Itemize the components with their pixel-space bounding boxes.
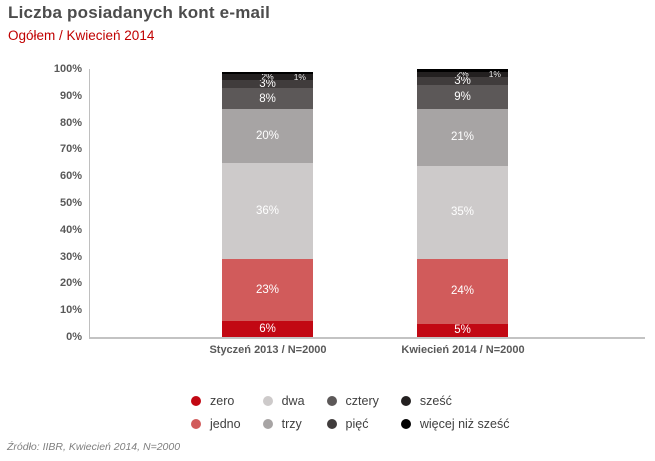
segment-pięć: 3% bbox=[222, 77, 313, 90]
legend-label: dwa bbox=[281, 394, 305, 408]
segment-value-label: 5% bbox=[454, 324, 471, 337]
segment-value-label: 1% bbox=[488, 69, 501, 80]
legend-item-sześć: sześć bbox=[400, 394, 510, 408]
source-note: Źródło: IIBR, Kwiecień 2014, N=2000 bbox=[7, 441, 181, 453]
x-label-kwiecien-2014: Kwiecień 2014 / N=2000 bbox=[401, 344, 525, 356]
segment-value-label: 3% bbox=[259, 77, 276, 90]
segment-trzy: 20% bbox=[222, 109, 313, 163]
segment-value-label: 20% bbox=[255, 130, 280, 143]
legend-label: pięć bbox=[345, 417, 369, 431]
segment-value-label: 2% bbox=[456, 68, 469, 79]
bar-kwiecien-2014: 5% 24% 35% 21% 9% 3% 2% 1% bbox=[417, 69, 508, 337]
segment-pięć: 3% bbox=[417, 75, 508, 88]
legend-marker-icon bbox=[191, 419, 201, 429]
legend-marker-icon bbox=[400, 419, 411, 429]
x-label-styczen-2013: Styczeń 2013 / N=2000 bbox=[209, 344, 327, 356]
legend-item-dwa: dwa bbox=[262, 394, 305, 408]
segment-value-label: 1% bbox=[293, 71, 306, 82]
legend-marker-icon bbox=[262, 396, 273, 406]
y-tick-label: 90% bbox=[59, 89, 82, 102]
bar-styczen-2013: 6% 23% 36% 20% 8% 3% 2% 1% bbox=[222, 69, 313, 337]
segment-zero: 6% bbox=[222, 320, 313, 337]
legend-item-cztery: cztery bbox=[326, 394, 379, 408]
segment-value-label: 35% bbox=[450, 206, 475, 219]
chart-subtitle: Ogółem / Kwiecień 2014 bbox=[8, 28, 155, 43]
legend-item-pięć: pięć bbox=[326, 417, 379, 431]
legend-label: sześć bbox=[419, 394, 452, 408]
legend-marker-icon bbox=[400, 396, 411, 406]
legend-label: trzy bbox=[281, 417, 302, 431]
y-tick-label: 60% bbox=[59, 170, 82, 183]
legend-label: jedno bbox=[210, 417, 241, 431]
legend-item-trzy: trzy bbox=[262, 417, 305, 431]
y-tick-label: 80% bbox=[59, 116, 82, 129]
legend-label: zero bbox=[210, 394, 235, 408]
segment-cztery: 9% bbox=[417, 85, 508, 110]
y-tick-label: 100% bbox=[53, 63, 82, 75]
legend: zero jedno dwa trzy cztery pięć sześć więcej ni… bbox=[191, 393, 510, 432]
y-tick-label: 30% bbox=[59, 250, 82, 263]
segment-zero: 5% bbox=[417, 323, 508, 337]
legend-item-zero: zero bbox=[191, 394, 241, 408]
segment-value-label: 23% bbox=[255, 284, 280, 297]
y-tick-label: 10% bbox=[59, 304, 82, 317]
legend-label: cztery bbox=[345, 394, 379, 408]
legend-item-jedno: jedno bbox=[191, 417, 241, 431]
legend-label: więcej niż sześć bbox=[419, 417, 510, 431]
y-axis-labels: 0% 10% 20% 30% 40% 50% 60% 70% 80% 90% 100% bbox=[0, 63, 82, 343]
segment-value-label: 2% bbox=[261, 71, 274, 82]
segment-jedno: 23% bbox=[222, 259, 313, 321]
legend-marker-icon bbox=[191, 396, 201, 406]
chart-title: Liczba posiadanych kont e-mail bbox=[8, 3, 271, 22]
y-tick-label: 70% bbox=[59, 143, 82, 156]
segment-value-label: 8% bbox=[259, 92, 276, 105]
y-tick-label: 0% bbox=[66, 331, 82, 343]
segment-value-label: 24% bbox=[450, 285, 475, 298]
segment-cztery: 8% bbox=[222, 87, 313, 110]
legend-marker-icon bbox=[326, 419, 337, 429]
plot-area: 6% 23% 36% 20% 8% 3% 2% 1% 5% 24% 35% 21% 9% 3% 2% 1% bbox=[89, 69, 645, 339]
segment-jedno: 24% bbox=[417, 259, 508, 324]
y-tick-label: 50% bbox=[59, 197, 82, 209]
segment-trzy: 21% bbox=[417, 109, 508, 166]
legend-item-więcej-niż-sześć: więcej niż sześć bbox=[400, 417, 510, 431]
segment-value-label: 9% bbox=[454, 91, 471, 104]
y-tick-label: 40% bbox=[59, 223, 82, 236]
segment-value-label: 21% bbox=[450, 131, 475, 144]
segment-dwa: 36% bbox=[222, 162, 313, 260]
segment-sześć: 2% bbox=[222, 71, 313, 82]
segment-value-label: 36% bbox=[255, 205, 280, 218]
segment-value-label: 6% bbox=[259, 322, 276, 335]
segment-więcej-niż-sześć: 1% bbox=[417, 69, 508, 79]
segment-dwa: 35% bbox=[417, 165, 508, 260]
legend-marker-icon bbox=[262, 419, 273, 429]
legend-marker-icon bbox=[326, 396, 337, 406]
segment-value-label: 3% bbox=[454, 75, 471, 88]
segment-więcej-niż-sześć: 1% bbox=[222, 71, 313, 81]
segment-sześć: 2% bbox=[417, 68, 508, 79]
y-tick-label: 20% bbox=[59, 277, 82, 290]
